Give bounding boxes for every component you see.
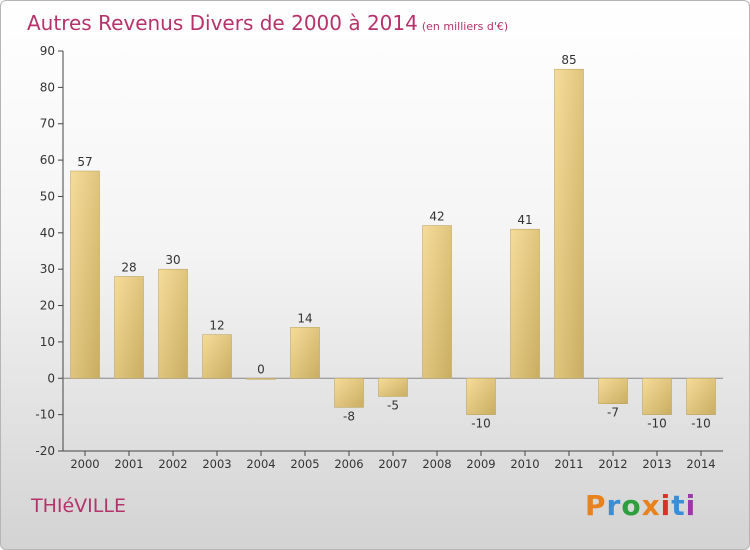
logo-letter: P bbox=[585, 489, 607, 522]
data-labels: 57 28 30 12 0 14 -8 -5 42 -10 41 85 -7 -10 -10 bbox=[77, 53, 710, 430]
data-label-2006: -8 bbox=[343, 409, 355, 423]
data-label-2003: 12 bbox=[209, 319, 224, 333]
y-tick-label: -10 bbox=[35, 408, 55, 422]
bar-2012 bbox=[598, 378, 628, 404]
y-tick-label: 90 bbox=[40, 44, 55, 58]
logo-letter: i bbox=[685, 489, 697, 522]
x-tick-label: 2012 bbox=[598, 457, 627, 471]
data-label-2007: -5 bbox=[387, 398, 399, 412]
city-name: THIéVILLE bbox=[31, 495, 126, 517]
data-label-2008: 42 bbox=[429, 210, 444, 224]
x-tick-label: 2013 bbox=[642, 457, 671, 471]
data-label-2010: 41 bbox=[517, 213, 532, 227]
data-label-2004: 0 bbox=[257, 362, 265, 376]
chart-title: Autres Revenus Divers de 2000 à 2014 (en … bbox=[27, 11, 508, 35]
logo-letter: x bbox=[641, 489, 661, 522]
data-label-2013: -10 bbox=[647, 417, 667, 431]
logo-letter: o bbox=[621, 489, 642, 522]
x-tick-label: 2000 bbox=[70, 457, 99, 471]
bar-2006 bbox=[334, 378, 364, 408]
axes: -20 -10 0 10 20 30 40 50 60 70 80 90 2000 2001 2002 200… bbox=[35, 44, 723, 471]
bar-2010 bbox=[510, 228, 540, 379]
data-label-2011: 85 bbox=[561, 53, 576, 67]
chart-unit: (en milliers d'€) bbox=[421, 20, 509, 33]
data-label-2009: -10 bbox=[471, 417, 491, 431]
x-tick-label: 2007 bbox=[378, 457, 407, 471]
bar-2000 bbox=[70, 170, 100, 379]
y-tick-label: 20 bbox=[40, 299, 55, 313]
x-tick-label: 2001 bbox=[114, 457, 143, 471]
logo-letter: i bbox=[660, 489, 672, 522]
y-tick-label: 80 bbox=[40, 80, 55, 94]
bar-2011 bbox=[554, 68, 584, 379]
bar-2003 bbox=[202, 334, 232, 379]
x-tick-label: 2010 bbox=[510, 457, 539, 471]
y-tick-label: 40 bbox=[40, 226, 55, 240]
y-tick-label: 0 bbox=[47, 371, 55, 385]
y-tick-label: -20 bbox=[35, 444, 55, 458]
x-tick-label: 2002 bbox=[158, 457, 187, 471]
y-tick-label: 30 bbox=[40, 262, 55, 276]
x-tick-label: 2004 bbox=[246, 457, 275, 471]
bar-2001 bbox=[114, 276, 144, 379]
x-tick-label: 2014 bbox=[686, 457, 715, 471]
y-tick-label: 60 bbox=[40, 153, 55, 167]
bar-2009 bbox=[466, 378, 496, 415]
data-label-2001: 28 bbox=[121, 260, 136, 274]
x-tick-label: 2006 bbox=[334, 457, 363, 471]
data-label-2014: -10 bbox=[691, 417, 711, 431]
bar-2013 bbox=[642, 378, 672, 415]
data-label-2000: 57 bbox=[77, 155, 92, 169]
bar-2007 bbox=[378, 378, 408, 397]
bar-2005 bbox=[290, 327, 320, 379]
data-label-2012: -7 bbox=[607, 406, 619, 420]
x-tick-label: 2003 bbox=[202, 457, 231, 471]
x-tick-label: 2005 bbox=[290, 457, 319, 471]
x-tick-label: 2011 bbox=[554, 457, 583, 471]
y-tick-label: 50 bbox=[40, 189, 55, 203]
proxiti-logo: Proxiti bbox=[585, 489, 696, 522]
logo-letter: t bbox=[671, 489, 686, 522]
bar-2014 bbox=[686, 378, 716, 415]
logo-letter: r bbox=[606, 489, 622, 522]
y-tick-label: 70 bbox=[40, 117, 55, 131]
bar-2004 bbox=[246, 378, 276, 380]
data-label-2002: 30 bbox=[165, 253, 180, 267]
bar-2002 bbox=[158, 268, 188, 379]
y-tick-label: 10 bbox=[40, 335, 55, 349]
x-tick-label: 2008 bbox=[422, 457, 451, 471]
chart-title-text: Autres Revenus Divers de 2000 à 2014 bbox=[27, 11, 418, 35]
bar-2008 bbox=[422, 225, 452, 379]
bars bbox=[70, 68, 716, 415]
x-tick-label: 2009 bbox=[466, 457, 495, 471]
data-label-2005: 14 bbox=[297, 311, 312, 325]
